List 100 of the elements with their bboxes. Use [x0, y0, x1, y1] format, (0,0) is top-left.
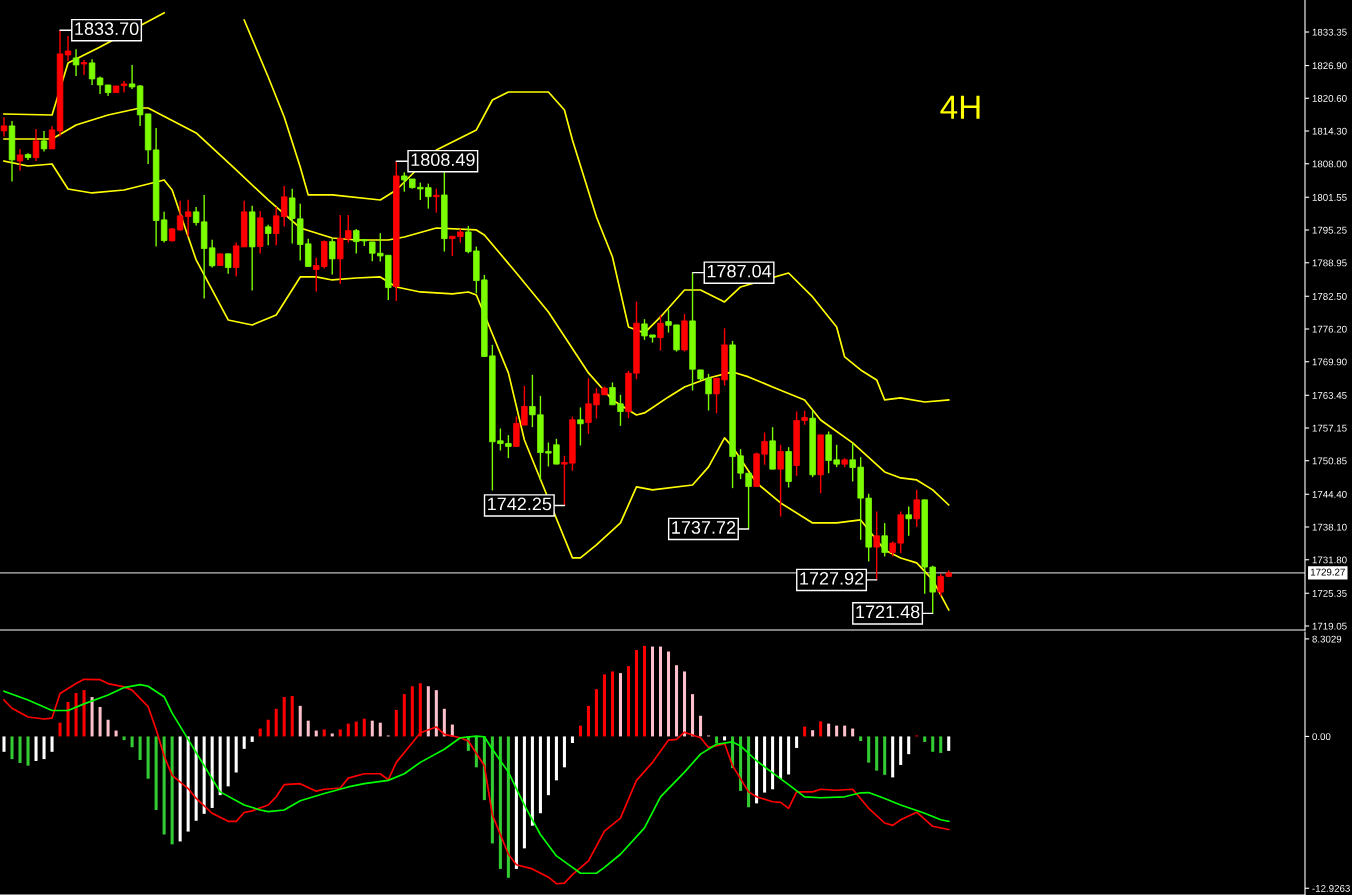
bar — [26, 736, 30, 766]
bar — [819, 721, 823, 737]
bar — [771, 736, 775, 790]
bar — [658, 646, 663, 737]
bar — [875, 736, 879, 771]
y-tick-label: 1738.10 — [1312, 523, 1347, 531]
bar — [202, 736, 206, 814]
candlestick — [913, 489, 920, 528]
bar — [867, 736, 871, 763]
bar — [418, 683, 422, 737]
candlestick — [329, 237, 336, 276]
bar — [803, 726, 807, 737]
candlestick — [777, 444, 784, 518]
bar — [210, 736, 214, 808]
bar — [827, 723, 831, 737]
bar — [34, 736, 38, 761]
candlestick — [577, 406, 584, 447]
y-tick-label: 1744.40 — [1312, 491, 1347, 498]
bar — [562, 736, 566, 768]
bar — [218, 736, 222, 796]
bar — [138, 736, 142, 761]
bar — [610, 671, 614, 737]
y-tick-label: 8.3029 — [1312, 635, 1342, 643]
bar — [739, 736, 743, 791]
bar — [763, 736, 767, 793]
annotation: 1727.92 — [800, 571, 864, 585]
annotation: 1721.48 — [856, 605, 920, 619]
y-tick-label: 1814.30 — [1312, 127, 1347, 135]
bar — [570, 736, 574, 743]
y-tick-label: 1782.50 — [1312, 293, 1347, 300]
bar — [650, 646, 655, 737]
bar — [683, 671, 687, 737]
candlestick — [264, 224, 272, 246]
y-tick-label: 1757.15 — [1312, 424, 1347, 432]
bar — [290, 696, 294, 737]
bar — [90, 697, 94, 737]
bar — [250, 736, 254, 742]
bar — [747, 736, 751, 808]
bar — [130, 736, 134, 748]
bar — [859, 736, 863, 742]
candlestick — [905, 505, 912, 537]
bar — [907, 736, 911, 755]
bar — [578, 725, 582, 737]
bar — [362, 718, 366, 737]
bar — [939, 736, 943, 753]
bar — [843, 725, 847, 737]
bar — [82, 690, 86, 737]
y-tick-label: 1750.85 — [1312, 457, 1347, 465]
candlestick — [433, 187, 440, 214]
bar — [154, 736, 158, 810]
bar — [170, 736, 174, 845]
bar — [306, 720, 310, 737]
bar — [931, 736, 935, 752]
bar — [122, 736, 126, 741]
y-tick-label: 1725.35 — [1312, 589, 1347, 597]
candlestick — [80, 59, 88, 76]
bar — [274, 708, 278, 737]
y-tick-label: 1769.90 — [1312, 358, 1347, 366]
bar — [298, 705, 302, 737]
bar — [426, 686, 430, 737]
bar — [146, 736, 150, 779]
bar — [178, 736, 182, 842]
bar — [50, 736, 54, 752]
y-tick-label: 1826.90 — [1312, 62, 1347, 70]
y-tick-label: 1731.80 — [1312, 556, 1347, 564]
bar — [434, 690, 438, 737]
bar — [883, 736, 887, 775]
bar — [811, 730, 815, 737]
bar — [947, 736, 951, 751]
bar — [675, 665, 679, 737]
y-tick-label: 1788.95 — [1312, 259, 1347, 267]
bar — [322, 729, 326, 737]
candlestick — [881, 522, 888, 558]
annotation: 1737.72 — [672, 521, 736, 534]
bar — [266, 719, 270, 737]
annotation: 1787.04 — [707, 264, 772, 278]
bar — [586, 705, 590, 737]
bar — [338, 729, 342, 737]
candlestick — [16, 148, 24, 172]
bar — [242, 736, 246, 749]
bar — [522, 736, 526, 849]
bar — [691, 694, 695, 737]
bar — [162, 736, 166, 835]
bar — [370, 720, 374, 737]
annotation: 1833.70 — [75, 22, 139, 36]
bar — [506, 736, 510, 878]
bar — [354, 721, 358, 737]
bar — [618, 673, 622, 737]
bar — [282, 697, 286, 737]
candlestick — [657, 314, 664, 352]
bar — [74, 693, 78, 737]
y-tick-label: 1763.45 — [1312, 392, 1347, 399]
bar — [779, 736, 783, 779]
candlestick — [48, 125, 56, 150]
y-tick-label: 1801.55 — [1312, 194, 1347, 201]
bar — [402, 694, 406, 737]
candlestick — [0, 116, 8, 138]
candlestick — [32, 128, 40, 162]
bar — [498, 736, 502, 869]
candlestick — [72, 48, 80, 77]
